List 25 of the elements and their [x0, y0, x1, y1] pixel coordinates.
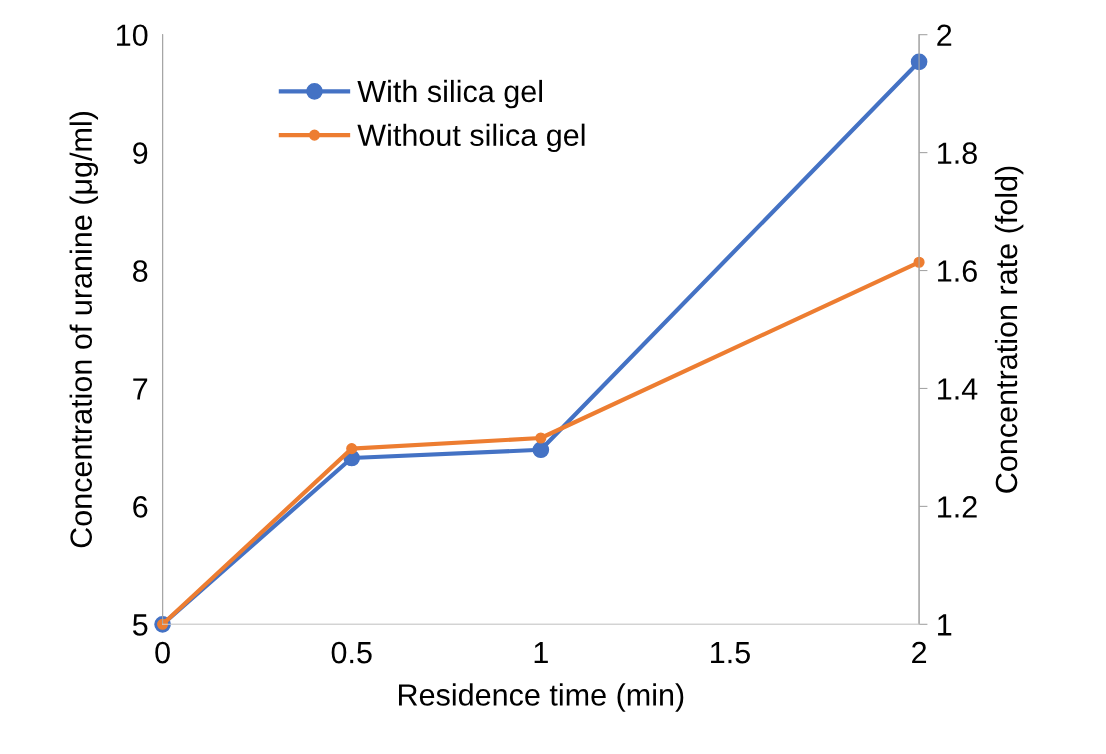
y2-axis-title: Concentration rate (fold)	[994, 166, 1024, 493]
x-tick-label: 1.5	[711, 642, 750, 664]
y-tick-label: 8	[133, 260, 148, 282]
y2-tick-label: 2	[937, 24, 952, 46]
legend-label: Without silica gel	[357, 123, 585, 153]
y2-tick-label: 1.4	[938, 378, 978, 400]
x-tick-label: 2	[912, 641, 927, 664]
x-tick-label: 0.5	[331, 641, 372, 664]
x-tick-label: 1	[534, 642, 548, 664]
y-tick-label: 9	[133, 142, 148, 164]
y2-tick-label: 1	[938, 614, 952, 636]
y-axis-title: Concentration of uranine (μg/ml)	[69, 111, 99, 548]
y-tick-label: 5	[132, 614, 148, 636]
x-tick-label: 0	[155, 641, 170, 664]
legend-label: With silica gel	[357, 79, 542, 109]
x-axis-title: Residence time (min)	[399, 683, 684, 712]
y-tick-label: 7	[133, 378, 148, 400]
y-tick-label: 6	[133, 496, 148, 518]
point	[532, 441, 550, 459]
point	[346, 443, 358, 455]
y2-tick-label: 1.8	[938, 142, 977, 164]
y-tick-label: 10	[117, 24, 148, 47]
y2-tick-label: 1.2	[938, 496, 977, 518]
point	[535, 432, 547, 444]
y2-tick-label: 1.6	[938, 260, 977, 282]
